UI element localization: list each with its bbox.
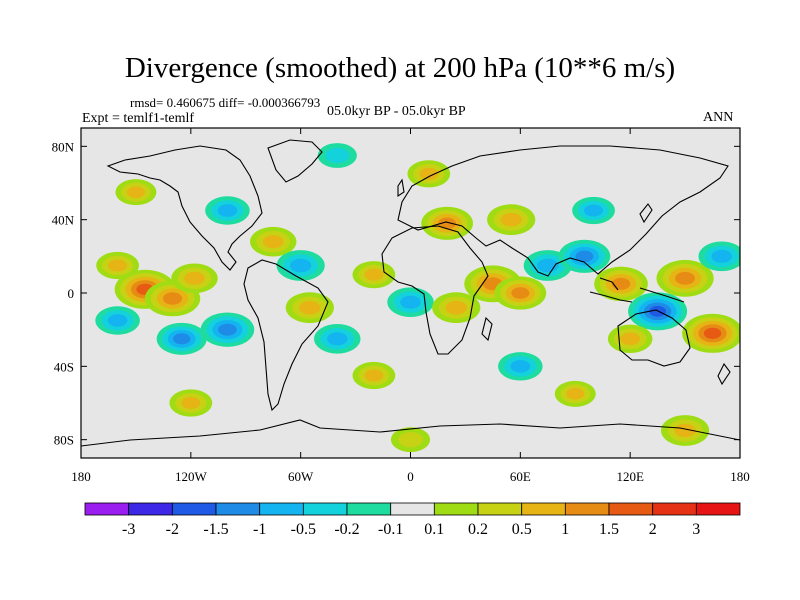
coast-japan [639, 203, 653, 224]
field-contour-21-4 [703, 327, 722, 339]
colorbar-label: -3 [122, 521, 135, 538]
coast-madagascar [481, 316, 493, 342]
colorbar-label: 2 [649, 521, 657, 538]
colorbar-label: 0.2 [468, 521, 488, 538]
field-contour-24-3 [438, 217, 457, 230]
colorbar-box [302, 502, 348, 516]
colorbar-box [259, 502, 304, 516]
colorbar-box [608, 502, 654, 516]
lon-tick-label: 60E [510, 469, 531, 484]
coast-british-isles [397, 178, 405, 198]
plot-title: Divergence (smoothed) at 200 hPa (10**6 … [124, 52, 676, 84]
rmsd-diff-stats: rmsd= 0.460675 diff= -0.000366793 [130, 95, 321, 110]
lon-tick-label: 0 [407, 469, 414, 484]
coast-south-america [243, 259, 329, 412]
colorbar-label: 0.5 [512, 521, 532, 538]
lat-tick-label: 40S [54, 359, 74, 374]
colorbar-label: -0.2 [334, 521, 359, 538]
field-contour-26-2 [584, 204, 604, 217]
field-contour-35-1 [398, 432, 423, 448]
lon-tick-label: 120E [616, 469, 644, 484]
season-label: ANN [703, 110, 734, 125]
lat-tick-label: 0 [68, 286, 75, 301]
divergence-field [95, 143, 740, 453]
experiment-label: Expt = temlf1-temlf [82, 111, 195, 126]
coast-australia [617, 309, 691, 367]
colorbar-label: -0.1 [378, 521, 403, 538]
lat-tick-label: 80N [52, 139, 75, 154]
field-contour-18-3 [611, 277, 631, 290]
lon-tick-label: 60W [288, 469, 314, 484]
field-contour-9-2 [299, 300, 321, 315]
colorbar-box [390, 502, 435, 516]
lon-tick-label: 180 [730, 469, 750, 484]
coast-indonesia [589, 277, 685, 303]
field-contour-27-2 [217, 204, 238, 217]
field-contour-10-2 [326, 332, 348, 346]
colorbar-label: -1.5 [203, 521, 228, 538]
field-contour-7-2 [262, 235, 284, 249]
colorbar-box [695, 502, 741, 516]
colorbar-label: -1 [253, 521, 266, 538]
colorbar-box [84, 502, 130, 516]
field-contour-13-2 [445, 300, 467, 315]
field-contour-11-2 [364, 268, 384, 281]
colorbar: -3 -2 -1.5 -1 -0.5 -0.2 -0.1 0.1 0.2 0.5 1 1.5 2 3 [84, 502, 741, 538]
coast-greenland [267, 139, 323, 183]
colorbar-box [477, 502, 523, 516]
field-contour-5-3 [172, 333, 191, 345]
field-contour-33-2 [181, 397, 201, 409]
field-contour-2-2 [184, 271, 205, 285]
field-contour-15-3 [511, 287, 530, 299]
field-contour-4-3 [218, 323, 237, 336]
field-contour-3-2 [108, 259, 128, 272]
colorbar-box [128, 502, 173, 516]
colorbar-label: -0.5 [291, 521, 316, 538]
colorbar-label: 0.1 [424, 521, 444, 538]
lat-tick-label: 80S [54, 433, 74, 448]
field-contour-1-3 [162, 292, 183, 305]
colorbar-label: 1 [561, 521, 569, 538]
colorbar-label: -2 [166, 521, 179, 538]
colorbar-label: 1.5 [599, 521, 619, 538]
latitude-axis: 80N 40N 0 40S 80S [52, 139, 740, 448]
colorbar-box [564, 502, 610, 516]
colorbar-box [521, 502, 566, 516]
colorbar-box [652, 502, 697, 516]
field-contour-20-3 [675, 271, 695, 285]
lon-tick-label: 180 [71, 469, 91, 484]
coast-africa [381, 225, 489, 355]
coast-eurasia [397, 145, 729, 277]
colorbar-label: 3 [692, 521, 700, 538]
colorbar-box [171, 502, 217, 516]
field-contour-36-1 [325, 147, 350, 164]
colorbar-box [433, 502, 479, 516]
field-contour-29-2 [126, 186, 146, 198]
coastlines [81, 139, 740, 447]
field-contour-28-2 [419, 167, 439, 180]
lat-tick-label: 40N [52, 213, 75, 228]
period-label: 05.0kyr BP - 05.0kyr BP [327, 104, 466, 119]
field-contour-22-2 [620, 332, 641, 346]
field-contour-25-2 [500, 212, 522, 227]
field-contour-34-2 [674, 423, 696, 438]
field-contour-12-2 [400, 295, 421, 309]
field-contour-30-2 [510, 360, 531, 373]
field-contour-32-2 [566, 388, 585, 400]
coast-antarctica [81, 419, 740, 447]
field-contour-23-2 [711, 249, 732, 263]
colorbar-box [215, 502, 261, 516]
lon-tick-label: 120W [175, 469, 208, 484]
colorbar-box [346, 502, 392, 516]
field-contour-6-2 [107, 314, 128, 327]
coast-north-america [106, 145, 263, 271]
field-contour-8-2 [289, 258, 312, 273]
coast-new-zealand [717, 362, 731, 386]
field-contour-31-2 [364, 369, 384, 382]
longitude-axis: 180 120W 60W 0 60E 120E 180 [71, 128, 750, 484]
field-contour-17-3 [575, 250, 594, 263]
